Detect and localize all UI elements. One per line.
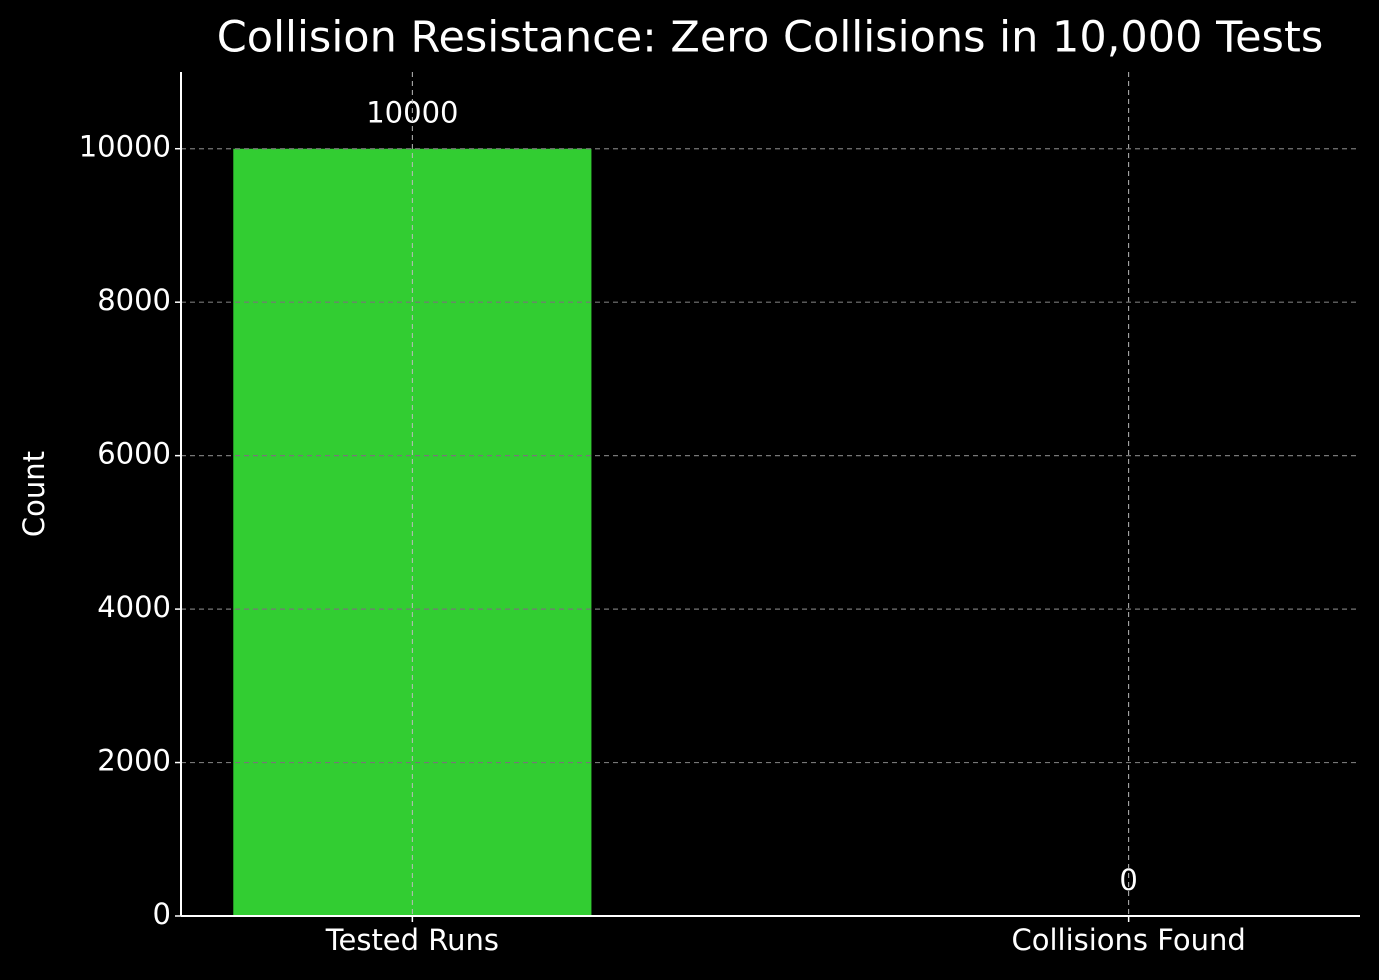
y-tick-label: 0 xyxy=(153,897,171,931)
y-tick-label: 8000 xyxy=(97,283,171,317)
y-tick-label: 10000 xyxy=(79,130,171,164)
value-label: 0 xyxy=(1119,863,1137,897)
x-tick-label: Collisions Found xyxy=(1011,923,1245,957)
y-tick-label: 6000 xyxy=(97,437,171,471)
x-tick-label: Tested Runs xyxy=(325,923,499,957)
y-axis-label: Count xyxy=(17,451,51,537)
y-tick-label: 2000 xyxy=(97,744,171,778)
chart-title: Collision Resistance: Zero Collisions in… xyxy=(217,13,1323,63)
y-tick-label: 4000 xyxy=(97,590,171,624)
